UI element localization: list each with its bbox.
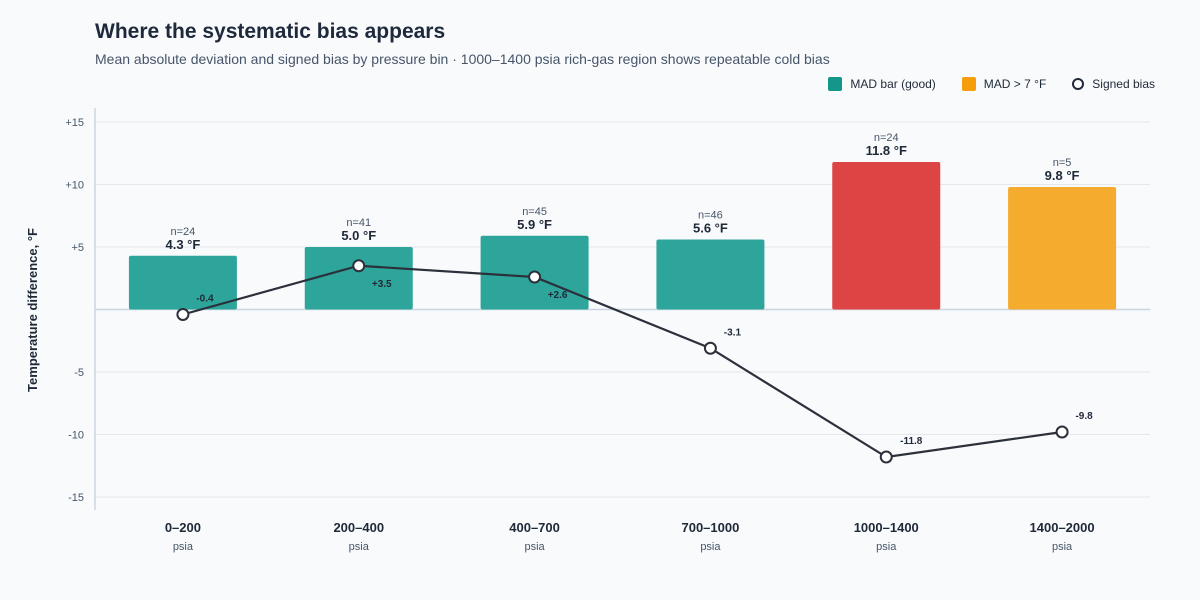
bias-value-label: -0.4 xyxy=(196,294,214,305)
bias-value-label: +3.5 xyxy=(372,279,392,290)
legend-label-mad-high: MAD > 7 °F xyxy=(983,77,1047,91)
bar-value-label: 9.8 °F xyxy=(1045,168,1080,183)
bias-line xyxy=(182,264,1063,459)
bias-point xyxy=(528,270,542,284)
bias-point xyxy=(176,308,190,321)
x-tick-label: 700–1000 xyxy=(681,520,739,535)
y-tick-label: -5 xyxy=(74,367,84,379)
x-tick-label: 1400–2000 xyxy=(1030,520,1095,535)
x-tick-unit: psia xyxy=(173,541,194,553)
legend-label-signed-bias: Signed bias xyxy=(1092,77,1155,91)
bar-count-label: n=45 xyxy=(522,206,547,218)
chart-title: Where the systematic bias appears xyxy=(95,20,446,43)
bar xyxy=(832,162,941,310)
x-tick-unit: psia xyxy=(876,541,897,553)
y-tick-label: +15 xyxy=(65,117,84,129)
x-tick-unit: psia xyxy=(1052,541,1073,553)
y-axis-title: Temperature difference, °F xyxy=(25,228,40,392)
bar xyxy=(656,239,765,310)
bar-count-label: n=24 xyxy=(874,132,899,144)
bar xyxy=(128,255,237,310)
x-tick-label: 400–700 xyxy=(509,520,560,535)
bar xyxy=(1008,187,1117,310)
bar-count-label: n=41 xyxy=(346,217,371,229)
x-tick-unit: psia xyxy=(524,541,545,553)
bar-count-label: n=5 xyxy=(1053,157,1072,169)
bar xyxy=(304,247,413,310)
bias-value-label: -11.8 xyxy=(900,436,923,447)
legend-item-signed-bias: Signed bias xyxy=(1072,77,1155,91)
bias-point xyxy=(1055,425,1069,439)
bar-count-label: n=46 xyxy=(698,210,723,222)
y-tick-label: +5 xyxy=(71,242,84,254)
bias-point xyxy=(879,450,893,464)
chart-legend: MAD bar (good) MAD > 7 °F Signed bias xyxy=(828,77,1155,91)
y-tick-label: +10 xyxy=(65,180,84,192)
legend-item-mad-high: MAD > 7 °F xyxy=(961,77,1047,91)
y-tick-label: -10 xyxy=(68,430,84,442)
bias-point xyxy=(703,341,717,355)
bias-value-label: +2.6 xyxy=(548,290,568,301)
bar-value-label: 5.9 °F xyxy=(517,217,552,232)
legend-label-mad-good: MAD bar (good) xyxy=(850,77,936,91)
x-tick-unit: psia xyxy=(349,541,370,553)
bar-value-label: 5.0 °F xyxy=(341,228,376,243)
x-tick-label: 1000–1400 xyxy=(854,520,919,535)
bias-value-label: -3.1 xyxy=(724,327,742,338)
legend-swatch-mad-high xyxy=(961,77,976,91)
chart-subtitle: Mean absolute deviation and signed bias … xyxy=(95,51,830,67)
bar-value-label: 4.3 °F xyxy=(166,237,201,252)
x-tick-unit: psia xyxy=(700,541,721,553)
bar-value-label: 11.8 °F xyxy=(866,143,907,158)
bias-value-label: -9.8 xyxy=(1075,411,1093,422)
legend-item-mad-good: MAD bar (good) xyxy=(828,77,936,91)
x-tick-label: 200–400 xyxy=(333,520,384,535)
bar-count-label: n=24 xyxy=(171,226,196,238)
bar-value-label: 5.6 °F xyxy=(693,221,728,236)
bias-point xyxy=(352,259,366,273)
x-tick-label: 0–200 xyxy=(165,520,201,535)
legend-swatch-mad-good xyxy=(828,77,843,91)
legend-marker-signed-bias xyxy=(1072,78,1085,90)
y-tick-label: -15 xyxy=(68,492,84,504)
